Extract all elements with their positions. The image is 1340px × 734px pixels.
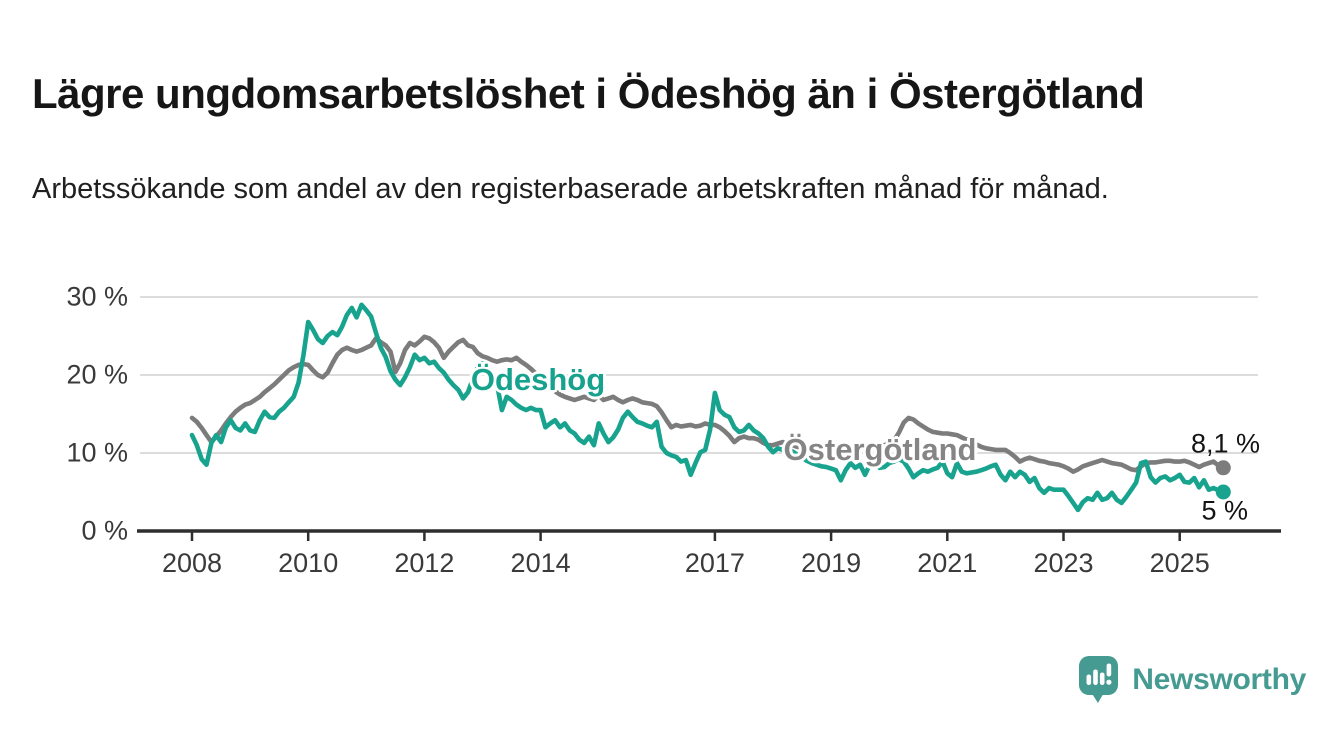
y-axis-label-10: 10 %	[66, 437, 128, 468]
x-axis-label-2023: 2023	[1033, 548, 1094, 578]
x-axis-label-2008: 2008	[161, 548, 223, 578]
series-label-odeshog: Ödeshög	[470, 362, 606, 397]
newsworthy-logo: Newsworthy	[1078, 655, 1306, 705]
series-end-dot-östergötland	[1215, 460, 1231, 476]
series-label-ostergotland: Östergötland	[783, 432, 977, 467]
series-end-dot-ödeshög	[1215, 484, 1231, 500]
page-title: Lägre ungdomsarbetslöshet i Ödeshög än i…	[32, 70, 1145, 118]
x-axis-label-2010: 2010	[278, 548, 339, 578]
series-line-östergötland	[189, 334, 1226, 475]
x-axis-label-2014: 2014	[510, 548, 571, 578]
y-axis-label-20: 20 %	[66, 359, 128, 390]
x-axis-label-2019: 2019	[801, 548, 862, 578]
end-value-label-odeshog: 5 %	[1201, 495, 1248, 526]
x-axis-label-2021: 2021	[917, 548, 978, 578]
newsworthy-logo-icon	[1079, 656, 1119, 703]
end-value-label-ostergotland: 8,1 %	[1190, 428, 1260, 459]
chart-subtitle: Arbetssökande som andel av den registerb…	[32, 173, 1109, 205]
y-axis-label-0: 0 %	[81, 515, 128, 546]
newsworthy-logo-text: Newsworthy	[1132, 663, 1306, 696]
x-axis-label-2025: 2025	[1149, 548, 1210, 578]
series-line-ödeshög	[189, 302, 1226, 513]
x-axis-label-2012: 2012	[394, 548, 455, 578]
y-axis-label-30: 30 %	[66, 281, 128, 312]
x-axis-label-2017: 2017	[684, 548, 745, 578]
